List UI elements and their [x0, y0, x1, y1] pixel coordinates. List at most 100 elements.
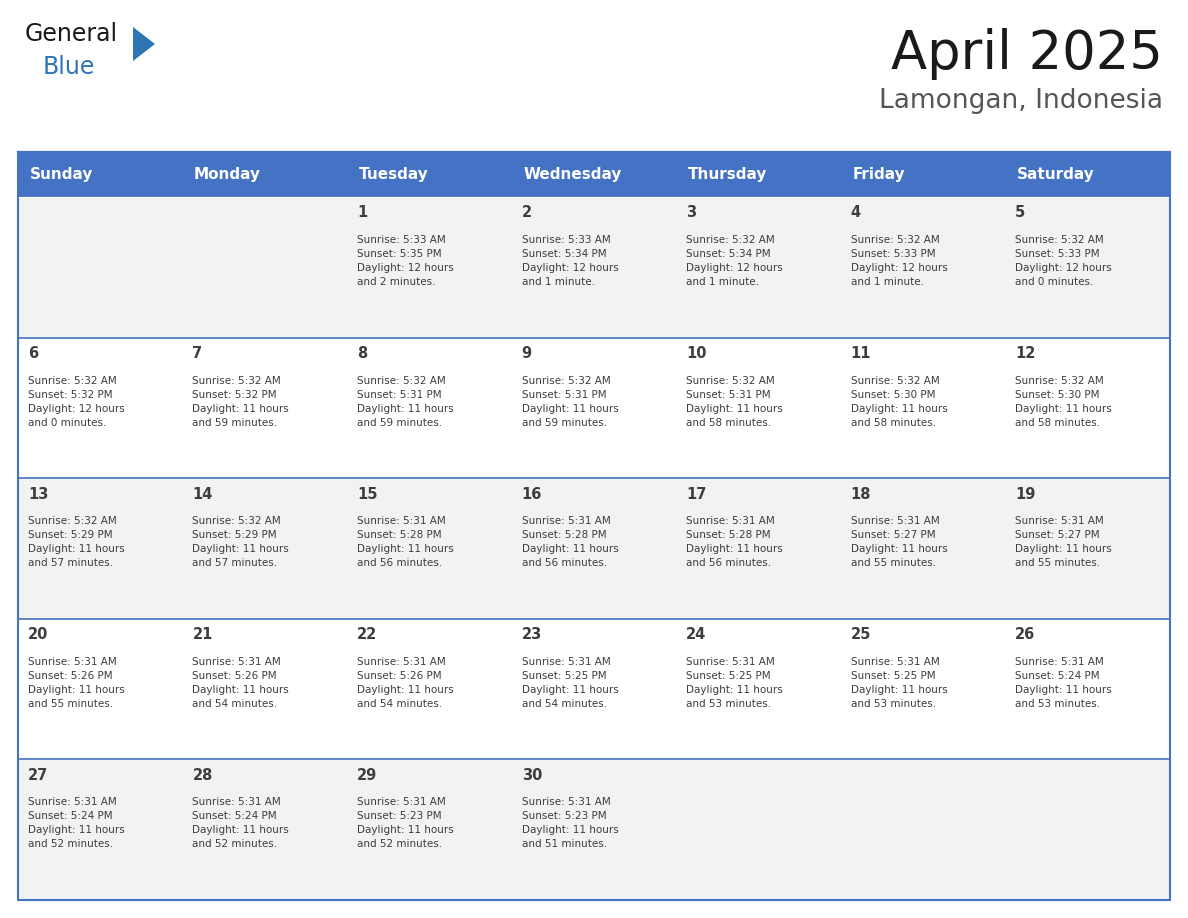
Bar	[183, 197, 347, 338]
Text: Sunrise: 5:31 AM
Sunset: 5:24 PM
Daylight: 11 hours
and 53 minutes.: Sunrise: 5:31 AM Sunset: 5:24 PM Dayligh…	[1016, 656, 1112, 709]
Text: Sunrise: 5:31 AM
Sunset: 5:27 PM
Daylight: 11 hours
and 55 minutes.: Sunrise: 5:31 AM Sunset: 5:27 PM Dayligh…	[1016, 516, 1112, 568]
Bar	[841, 759, 1005, 900]
Text: Sunrise: 5:32 AM
Sunset: 5:31 PM
Daylight: 11 hours
and 59 minutes.: Sunrise: 5:32 AM Sunset: 5:31 PM Dayligh…	[358, 375, 454, 428]
Bar	[1005, 619, 1170, 759]
Text: 24: 24	[687, 627, 707, 643]
Bar	[347, 197, 512, 338]
Text: Sunrise: 5:31 AM
Sunset: 5:25 PM
Daylight: 11 hours
and 54 minutes.: Sunrise: 5:31 AM Sunset: 5:25 PM Dayligh…	[522, 656, 618, 709]
Text: Sunrise: 5:33 AM
Sunset: 5:35 PM
Daylight: 12 hours
and 2 minutes.: Sunrise: 5:33 AM Sunset: 5:35 PM Dayligh…	[358, 235, 454, 287]
Bar	[1005, 759, 1170, 900]
Text: 29: 29	[358, 767, 378, 783]
Text: Sunrise: 5:32 AM
Sunset: 5:32 PM
Daylight: 11 hours
and 59 minutes.: Sunrise: 5:32 AM Sunset: 5:32 PM Dayligh…	[192, 375, 289, 428]
Text: Sunrise: 5:31 AM
Sunset: 5:25 PM
Daylight: 11 hours
and 53 minutes.: Sunrise: 5:31 AM Sunset: 5:25 PM Dayligh…	[687, 656, 783, 709]
Text: 4: 4	[851, 206, 861, 220]
Text: Sunrise: 5:31 AM
Sunset: 5:28 PM
Daylight: 11 hours
and 56 minutes.: Sunrise: 5:31 AM Sunset: 5:28 PM Dayligh…	[358, 516, 454, 568]
Polygon shape	[133, 27, 154, 61]
Bar	[841, 152, 1005, 197]
Bar	[18, 478, 183, 619]
Bar	[1005, 338, 1170, 478]
Text: April 2025: April 2025	[891, 28, 1163, 80]
Bar	[676, 759, 841, 900]
Text: Sunrise: 5:31 AM
Sunset: 5:25 PM
Daylight: 11 hours
and 53 minutes.: Sunrise: 5:31 AM Sunset: 5:25 PM Dayligh…	[851, 656, 948, 709]
Bar	[512, 152, 676, 197]
Bar	[1005, 478, 1170, 619]
Bar	[1005, 197, 1170, 338]
Text: Sunrise: 5:31 AM
Sunset: 5:24 PM
Daylight: 11 hours
and 52 minutes.: Sunrise: 5:31 AM Sunset: 5:24 PM Dayligh…	[192, 798, 289, 849]
Bar	[347, 338, 512, 478]
Text: Blue: Blue	[43, 55, 95, 79]
Text: 6: 6	[27, 346, 38, 361]
Text: 13: 13	[27, 487, 49, 501]
Text: 20: 20	[27, 627, 49, 643]
Text: Sunrise: 5:32 AM
Sunset: 5:33 PM
Daylight: 12 hours
and 0 minutes.: Sunrise: 5:32 AM Sunset: 5:33 PM Dayligh…	[1016, 235, 1112, 287]
Text: Thursday: Thursday	[688, 167, 767, 182]
Text: 15: 15	[358, 487, 378, 501]
Text: Friday: Friday	[852, 167, 905, 182]
Text: 12: 12	[1016, 346, 1036, 361]
Text: Sunrise: 5:32 AM
Sunset: 5:30 PM
Daylight: 11 hours
and 58 minutes.: Sunrise: 5:32 AM Sunset: 5:30 PM Dayligh…	[851, 375, 948, 428]
Text: Sunrise: 5:31 AM
Sunset: 5:27 PM
Daylight: 11 hours
and 55 minutes.: Sunrise: 5:31 AM Sunset: 5:27 PM Dayligh…	[851, 516, 948, 568]
Bar	[676, 338, 841, 478]
Text: Sunrise: 5:32 AM
Sunset: 5:29 PM
Daylight: 11 hours
and 57 minutes.: Sunrise: 5:32 AM Sunset: 5:29 PM Dayligh…	[192, 516, 289, 568]
Text: 10: 10	[687, 346, 707, 361]
Bar	[183, 152, 347, 197]
Text: 3: 3	[687, 206, 696, 220]
Text: 30: 30	[522, 767, 542, 783]
Bar	[512, 197, 676, 338]
Text: Wednesday: Wednesday	[523, 167, 621, 182]
Text: 26: 26	[1016, 627, 1036, 643]
Text: Sunrise: 5:31 AM
Sunset: 5:26 PM
Daylight: 11 hours
and 54 minutes.: Sunrise: 5:31 AM Sunset: 5:26 PM Dayligh…	[358, 656, 454, 709]
Text: 17: 17	[687, 487, 707, 501]
Bar	[841, 619, 1005, 759]
Text: Sunrise: 5:32 AM
Sunset: 5:33 PM
Daylight: 12 hours
and 1 minute.: Sunrise: 5:32 AM Sunset: 5:33 PM Dayligh…	[851, 235, 948, 287]
Text: 8: 8	[358, 346, 367, 361]
Bar	[841, 338, 1005, 478]
Text: 2: 2	[522, 206, 532, 220]
Bar	[512, 619, 676, 759]
Text: 9: 9	[522, 346, 532, 361]
Text: 7: 7	[192, 346, 203, 361]
Text: Sunrise: 5:32 AM
Sunset: 5:34 PM
Daylight: 12 hours
and 1 minute.: Sunrise: 5:32 AM Sunset: 5:34 PM Dayligh…	[687, 235, 783, 287]
Text: 27: 27	[27, 767, 49, 783]
Bar	[1005, 152, 1170, 197]
Text: Sunrise: 5:31 AM
Sunset: 5:23 PM
Daylight: 11 hours
and 52 minutes.: Sunrise: 5:31 AM Sunset: 5:23 PM Dayligh…	[358, 798, 454, 849]
Bar	[841, 197, 1005, 338]
Text: 1: 1	[358, 206, 367, 220]
Text: Sunrise: 5:33 AM
Sunset: 5:34 PM
Daylight: 12 hours
and 1 minute.: Sunrise: 5:33 AM Sunset: 5:34 PM Dayligh…	[522, 235, 618, 287]
Text: Tuesday: Tuesday	[359, 167, 429, 182]
Bar	[18, 759, 183, 900]
Text: Saturday: Saturday	[1017, 167, 1094, 182]
Bar	[512, 338, 676, 478]
Text: Sunrise: 5:32 AM
Sunset: 5:32 PM
Daylight: 12 hours
and 0 minutes.: Sunrise: 5:32 AM Sunset: 5:32 PM Dayligh…	[27, 375, 125, 428]
Bar	[183, 759, 347, 900]
Text: Sunrise: 5:32 AM
Sunset: 5:31 PM
Daylight: 11 hours
and 59 minutes.: Sunrise: 5:32 AM Sunset: 5:31 PM Dayligh…	[522, 375, 618, 428]
Bar	[183, 619, 347, 759]
Text: 11: 11	[851, 346, 871, 361]
Bar	[347, 152, 512, 197]
Text: Sunrise: 5:31 AM
Sunset: 5:23 PM
Daylight: 11 hours
and 51 minutes.: Sunrise: 5:31 AM Sunset: 5:23 PM Dayligh…	[522, 798, 618, 849]
Text: 22: 22	[358, 627, 378, 643]
Bar	[183, 478, 347, 619]
Text: Sunrise: 5:31 AM
Sunset: 5:24 PM
Daylight: 11 hours
and 52 minutes.: Sunrise: 5:31 AM Sunset: 5:24 PM Dayligh…	[27, 798, 125, 849]
Text: 14: 14	[192, 487, 213, 501]
Text: 19: 19	[1016, 487, 1036, 501]
Bar	[512, 478, 676, 619]
Text: 23: 23	[522, 627, 542, 643]
Bar	[676, 152, 841, 197]
Bar	[676, 478, 841, 619]
Bar	[841, 478, 1005, 619]
Text: 5: 5	[1016, 206, 1025, 220]
Text: 21: 21	[192, 627, 213, 643]
Bar	[183, 338, 347, 478]
Bar	[18, 338, 183, 478]
Text: Sunrise: 5:31 AM
Sunset: 5:28 PM
Daylight: 11 hours
and 56 minutes.: Sunrise: 5:31 AM Sunset: 5:28 PM Dayligh…	[687, 516, 783, 568]
Text: Monday: Monday	[194, 167, 261, 182]
Text: Lamongan, Indonesia: Lamongan, Indonesia	[879, 88, 1163, 114]
Text: Sunrise: 5:32 AM
Sunset: 5:29 PM
Daylight: 11 hours
and 57 minutes.: Sunrise: 5:32 AM Sunset: 5:29 PM Dayligh…	[27, 516, 125, 568]
Text: 28: 28	[192, 767, 213, 783]
Text: General: General	[25, 22, 118, 46]
Bar	[676, 197, 841, 338]
Text: Sunrise: 5:32 AM
Sunset: 5:30 PM
Daylight: 11 hours
and 58 minutes.: Sunrise: 5:32 AM Sunset: 5:30 PM Dayligh…	[1016, 375, 1112, 428]
Bar	[18, 619, 183, 759]
Text: 25: 25	[851, 627, 871, 643]
